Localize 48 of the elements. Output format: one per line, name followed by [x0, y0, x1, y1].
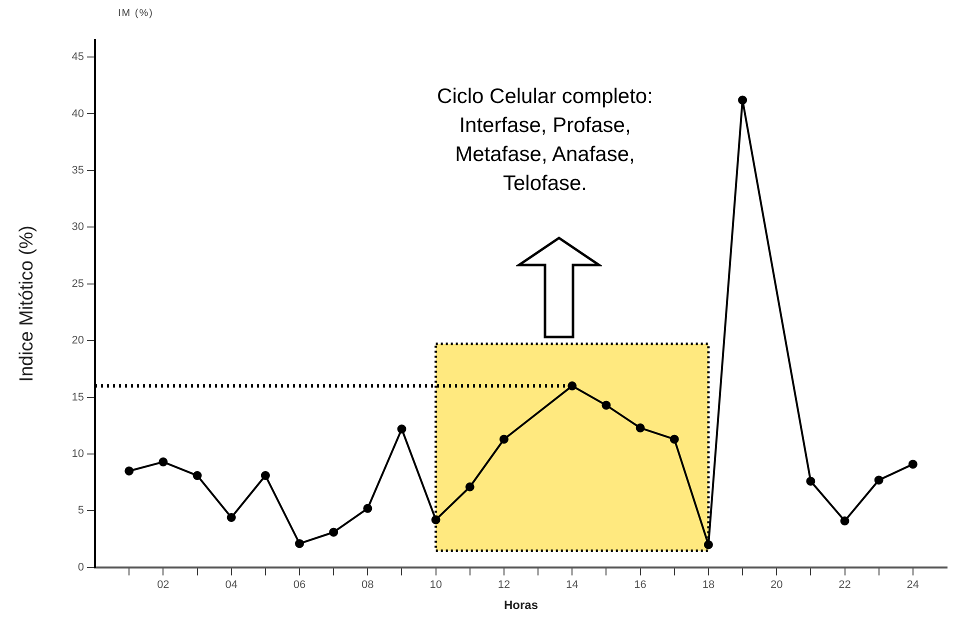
x-tick-label: 08	[362, 579, 374, 592]
point	[192, 471, 202, 480]
x-tick-label: 16	[634, 579, 646, 592]
x-tick-label: 24	[906, 579, 920, 592]
x-tick-label: 12	[498, 579, 510, 592]
x-tick-label: 04	[225, 579, 238, 592]
y-tick-label: 30	[72, 221, 84, 234]
point	[397, 424, 406, 434]
point	[568, 381, 577, 390]
x-tick-label: 18	[702, 579, 715, 592]
y-tick-label: 20	[72, 334, 84, 347]
x-tick-label: 14	[566, 579, 578, 592]
text: IM (%)	[118, 8, 154, 19]
point	[602, 400, 611, 410]
y-tick-label: 40	[72, 108, 84, 120]
x-axis-title: Horas	[504, 598, 538, 612]
point	[874, 476, 884, 485]
point	[363, 504, 372, 513]
point	[226, 512, 236, 522]
point	[806, 476, 816, 486]
y-tick-label: 15	[72, 391, 84, 404]
x-tick-label: 10	[430, 579, 442, 592]
y-tick-label: 45	[72, 51, 84, 64]
point	[704, 540, 713, 550]
x-tick-label: 20	[770, 579, 783, 592]
point	[908, 460, 918, 469]
point	[636, 423, 645, 432]
annotation: Ciclo Celular completo: Interfase, Profase, Metafase, Anafase, Telofase.	[436, 84, 654, 197]
point	[260, 471, 270, 480]
y-tick-label: 25	[72, 278, 84, 290]
point	[124, 466, 134, 476]
y-axis-title: Indice Mitótico (%)	[16, 226, 38, 382]
x-tick-label: 06	[293, 579, 306, 592]
point	[840, 516, 850, 526]
point	[670, 434, 679, 444]
point	[329, 528, 338, 537]
point	[295, 539, 304, 548]
x-tick-label: 02	[157, 579, 170, 592]
point	[158, 457, 168, 466]
y-tick-label: 0	[78, 561, 84, 574]
y-tick-label: 35	[72, 164, 84, 176]
y-tick-label: 5	[78, 504, 84, 517]
y-tick-label: 10	[72, 448, 84, 460]
point	[499, 434, 508, 444]
point	[465, 482, 474, 492]
point	[431, 515, 440, 524]
point	[738, 96, 748, 105]
x-tick-label: 22	[838, 579, 851, 592]
